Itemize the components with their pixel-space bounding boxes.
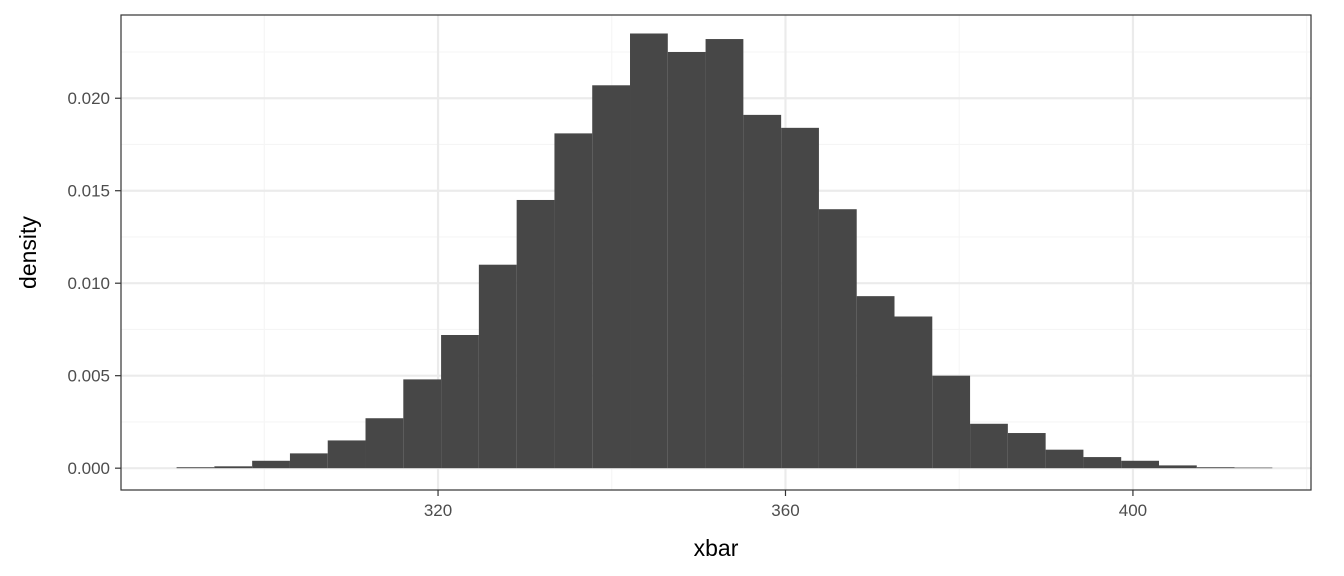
y-tick-label: 0.010 — [67, 274, 110, 293]
histogram-bar — [252, 460, 290, 469]
histogram-bar — [970, 423, 1008, 469]
histogram-bar — [630, 33, 668, 469]
histogram-bar — [1045, 449, 1084, 469]
x-tick-label: 400 — [1119, 501, 1147, 520]
x-axis: 320 360 400 — [424, 490, 1147, 520]
y-axis-title: density — [15, 216, 41, 289]
x-axis-title: xbar — [694, 535, 739, 561]
histogram-bar — [365, 418, 404, 469]
histogram-bar — [705, 39, 744, 469]
histogram-bar — [894, 316, 933, 469]
y-axis: 0.000 0.005 0.010 0.015 0.020 — [67, 89, 121, 478]
histogram-bar — [554, 133, 593, 469]
histogram-bar — [1083, 457, 1122, 469]
histogram-bar — [592, 85, 631, 469]
histogram-bar — [327, 440, 366, 469]
y-tick-label: 0.000 — [67, 459, 110, 478]
histogram-bar — [1007, 433, 1046, 469]
histogram-bar — [1121, 460, 1159, 469]
panel-border — [120, 14, 1312, 491]
x-tick-label: 360 — [771, 501, 799, 520]
histogram-bar — [176, 467, 215, 469]
histogram-bar — [403, 379, 442, 469]
histogram-bars — [176, 33, 1273, 469]
histogram-bar — [1196, 467, 1235, 469]
histogram-bar — [478, 264, 517, 469]
y-tick-label: 0.015 — [67, 182, 110, 201]
histogram-bar — [289, 453, 328, 469]
x-tick-label: 320 — [424, 501, 452, 520]
y-tick-label: 0.020 — [67, 89, 110, 108]
histogram-bar — [516, 199, 555, 469]
histogram-bar — [1234, 467, 1273, 469]
histogram-bar — [818, 209, 857, 469]
histogram-bar — [932, 375, 971, 469]
histogram-bar — [441, 334, 479, 469]
y-tick-label: 0.005 — [67, 367, 110, 386]
histogram-bar — [856, 296, 895, 469]
histogram-bar — [781, 127, 819, 469]
histogram-bar — [214, 466, 253, 469]
histogram-bar — [1158, 465, 1197, 469]
histogram-bar — [743, 114, 782, 469]
histogram-bar — [667, 51, 706, 469]
